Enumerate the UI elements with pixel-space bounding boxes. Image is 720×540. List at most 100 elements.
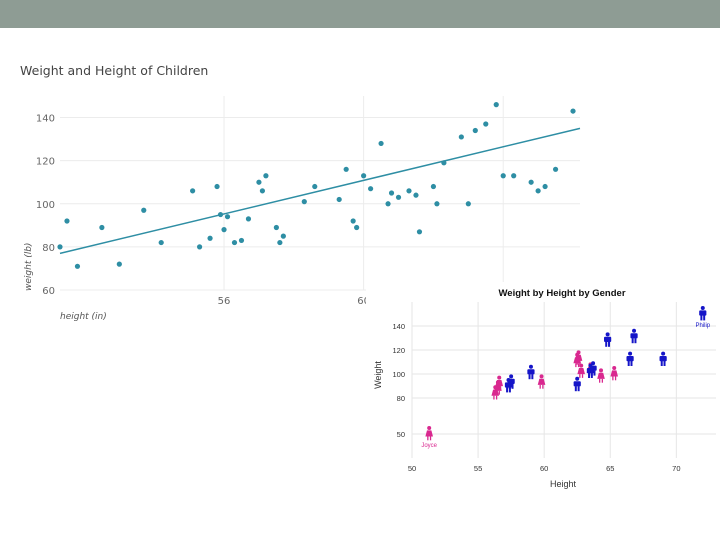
data-point	[434, 201, 440, 207]
data-point	[535, 188, 541, 194]
boy-icon	[527, 364, 535, 380]
y-tick-label: 140	[36, 114, 55, 125]
grid	[411, 302, 716, 458]
trendline-segment	[59, 127, 581, 255]
data-point	[472, 127, 478, 134]
torso	[573, 381, 581, 387]
y-axis-label: weight (lb)	[24, 243, 34, 291]
torso	[527, 369, 535, 375]
data-point	[99, 224, 105, 231]
head	[632, 328, 637, 333]
data-point	[141, 207, 147, 213]
data-point	[280, 233, 286, 239]
x-tick-label: 50	[408, 464, 416, 473]
data-point	[217, 211, 224, 218]
girl-icon	[597, 368, 605, 383]
data-point	[570, 108, 576, 114]
data-point	[406, 188, 412, 194]
trendline	[59, 127, 581, 255]
head	[427, 426, 432, 430]
leg	[627, 361, 630, 366]
data-point	[214, 183, 220, 190]
x-tick-label: 56	[218, 296, 231, 307]
leg	[493, 395, 495, 400]
leg	[499, 386, 502, 390]
data-point	[441, 160, 447, 166]
data-point	[493, 102, 499, 108]
leg	[703, 315, 706, 321]
data-point	[277, 239, 283, 246]
leg	[634, 338, 637, 344]
head	[700, 306, 705, 310]
leg	[531, 374, 534, 380]
data-point	[542, 183, 548, 190]
data-point	[388, 190, 395, 196]
leg	[590, 370, 593, 376]
girl-icon	[495, 375, 504, 390]
x-axis-label: Height	[550, 479, 577, 489]
x-tick-label: 70	[672, 464, 680, 473]
boy-icon	[659, 351, 667, 366]
leg	[599, 378, 601, 383]
torso	[604, 336, 612, 342]
x-tick-label: 55	[474, 464, 482, 473]
data-point	[273, 224, 279, 231]
dress	[597, 372, 605, 379]
data-point	[361, 173, 367, 179]
dress	[537, 378, 546, 385]
head	[661, 351, 666, 356]
leg	[579, 360, 581, 365]
leg	[495, 395, 498, 400]
data-point	[196, 244, 203, 250]
y-tick-label: 140	[392, 322, 405, 331]
dress	[610, 370, 619, 377]
data-point	[190, 188, 196, 194]
data-points	[57, 102, 576, 269]
torso	[659, 356, 667, 362]
data-point	[74, 263, 81, 269]
leg	[508, 387, 511, 393]
data-point	[263, 173, 269, 179]
dress	[495, 380, 504, 387]
boy-icon	[630, 328, 638, 344]
head	[576, 350, 581, 355]
leg	[508, 383, 511, 389]
data-point	[221, 227, 227, 233]
leg	[588, 373, 591, 378]
data-point	[57, 244, 63, 250]
y-tick-label: 80	[397, 394, 405, 403]
chart2-title: Weight by Height by Gender	[498, 288, 625, 299]
leg	[579, 374, 581, 378]
girl-icon	[537, 374, 546, 389]
leg	[576, 360, 578, 365]
leg	[511, 383, 514, 389]
head	[599, 368, 604, 373]
leg	[528, 374, 531, 380]
y-tick-label: 100	[36, 200, 55, 211]
data-point	[238, 237, 245, 244]
leg	[630, 361, 633, 366]
data-point	[395, 194, 402, 200]
data-point	[413, 192, 419, 198]
leg	[581, 374, 584, 378]
dress	[574, 354, 583, 361]
y-tick-label: 120	[36, 157, 55, 168]
data-point	[343, 166, 349, 172]
girl-icon	[425, 426, 433, 441]
y-axis-label: Weight	[373, 361, 383, 389]
data-point	[552, 166, 559, 172]
data-point	[465, 201, 471, 207]
data-point	[256, 179, 262, 185]
leg	[495, 390, 498, 395]
head	[579, 363, 584, 368]
data-point	[378, 140, 384, 147]
data-point	[511, 173, 517, 179]
leg	[593, 370, 596, 376]
boy-icon	[573, 376, 581, 392]
data-point	[458, 134, 464, 140]
head	[539, 374, 544, 379]
point-labels: Joyce Philip	[421, 323, 710, 449]
y-tick-label: 80	[42, 243, 55, 254]
boy-icon	[626, 351, 634, 366]
